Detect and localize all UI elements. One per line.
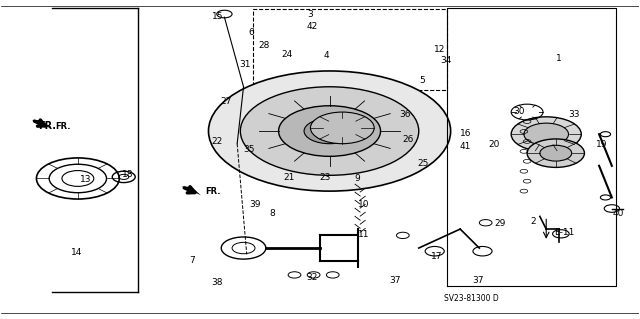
Text: 14: 14	[71, 248, 83, 257]
Text: FR.: FR.	[56, 122, 71, 131]
Text: 17: 17	[431, 252, 442, 261]
Text: FR.: FR.	[205, 187, 221, 196]
Text: 42: 42	[307, 22, 318, 31]
Text: 12: 12	[434, 45, 445, 54]
Text: 4: 4	[324, 51, 329, 60]
Text: 21: 21	[284, 173, 295, 182]
Circle shape	[304, 118, 355, 144]
Text: 5: 5	[419, 76, 425, 85]
Text: 26: 26	[403, 135, 413, 145]
Bar	[253, 9, 447, 90]
Text: 37: 37	[472, 276, 484, 285]
Text: 32: 32	[307, 273, 318, 282]
Text: 37: 37	[390, 276, 401, 285]
Text: 29: 29	[495, 219, 506, 228]
Text: 31: 31	[240, 60, 251, 69]
Text: 24: 24	[281, 50, 292, 59]
Text: 35: 35	[243, 145, 254, 154]
Text: 19: 19	[596, 140, 607, 149]
Text: 13: 13	[80, 174, 92, 184]
Text: 1: 1	[556, 54, 562, 63]
Text: 18: 18	[122, 170, 133, 179]
Text: 9: 9	[354, 174, 360, 183]
Text: 39: 39	[249, 200, 260, 209]
Text: 34: 34	[440, 56, 452, 65]
Text: 38: 38	[211, 278, 223, 287]
Text: 20: 20	[488, 140, 500, 149]
Text: 40: 40	[612, 209, 624, 219]
Circle shape	[310, 112, 374, 144]
Text: 10: 10	[358, 200, 369, 209]
Circle shape	[511, 117, 581, 152]
Text: 23: 23	[319, 173, 331, 182]
Text: 33: 33	[568, 110, 579, 119]
Circle shape	[540, 145, 572, 161]
Text: 28: 28	[258, 41, 269, 49]
Text: 41: 41	[460, 142, 471, 151]
Text: 3: 3	[308, 10, 314, 19]
Polygon shape	[182, 187, 201, 195]
Circle shape	[241, 87, 419, 175]
Text: 11: 11	[358, 230, 369, 239]
Text: 36: 36	[399, 110, 410, 119]
Polygon shape	[32, 120, 51, 129]
Text: FR.: FR.	[38, 122, 56, 131]
Circle shape	[209, 71, 451, 191]
Text: 22: 22	[211, 137, 222, 146]
Text: 2: 2	[531, 217, 536, 226]
Text: E-11: E-11	[554, 228, 574, 237]
Text: 8: 8	[269, 209, 275, 218]
Circle shape	[524, 123, 568, 145]
Text: 16: 16	[460, 129, 471, 138]
Text: 27: 27	[221, 97, 232, 107]
Text: 15: 15	[212, 12, 224, 21]
Text: 7: 7	[189, 256, 195, 264]
Text: 30: 30	[513, 107, 525, 116]
Circle shape	[278, 106, 381, 156]
Text: SV23-81300 D: SV23-81300 D	[444, 294, 499, 303]
Circle shape	[527, 139, 584, 167]
Text: 6: 6	[248, 28, 254, 37]
Text: 25: 25	[417, 159, 429, 168]
